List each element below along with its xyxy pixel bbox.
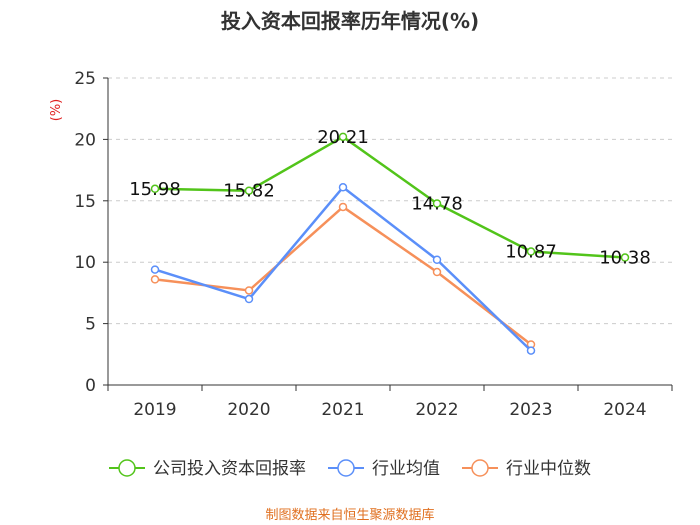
legend-label: 行业中位数 xyxy=(506,459,591,479)
series-line xyxy=(154,186,532,352)
y-tick-label: 5 xyxy=(85,315,96,335)
legend-label: 行业均值 xyxy=(372,459,440,479)
data-point xyxy=(244,294,254,304)
legend-label: 公司投入资本回报率 xyxy=(153,459,306,479)
y-tick-label: 0 xyxy=(85,376,96,396)
series-layer: 15.98 15.82 20.21 14.78 10.87 10.38 xyxy=(129,127,651,355)
legend-swatch-marker xyxy=(118,459,136,477)
data-point xyxy=(526,346,536,355)
y-tick-label: 15 xyxy=(74,192,96,212)
series-1 xyxy=(150,183,536,355)
axes: 0 5 10 15 20 25 2019 2020 2021 2022 2023 2024 xyxy=(74,69,673,420)
data-point xyxy=(526,247,536,256)
data-point xyxy=(244,286,254,295)
grid xyxy=(108,77,672,325)
series-2 xyxy=(150,202,536,349)
x-tick-label: 2024 xyxy=(603,400,646,420)
x-tick-label: 2022 xyxy=(415,400,458,420)
y-tick-label: 25 xyxy=(74,69,96,89)
x-tick-label: 2021 xyxy=(321,400,364,420)
data-point xyxy=(338,132,348,142)
x-tick-label: 2023 xyxy=(509,400,552,420)
data-label: 14.78 xyxy=(411,194,463,215)
legend-item: 行业中位数 xyxy=(462,459,591,479)
legend-swatch-marker xyxy=(337,459,355,477)
data-label: 10.87 xyxy=(505,242,557,263)
data-label: 20.21 xyxy=(317,127,369,148)
source-note: 制图数据来自恒生聚源数据库 xyxy=(265,507,434,523)
data-label: 10.38 xyxy=(599,248,651,269)
data-point xyxy=(432,267,442,277)
x-tick-label: 2020 xyxy=(227,400,270,420)
data-label: 15.82 xyxy=(223,181,275,202)
data-point xyxy=(338,183,348,192)
legend-swatch-marker xyxy=(471,459,489,477)
data-point xyxy=(432,255,442,264)
legend: 公司投入资本回报率 行业均值 行业中位数 xyxy=(109,459,591,479)
data-label: 15.98 xyxy=(129,179,181,200)
y-tick-label: 10 xyxy=(74,253,96,273)
data-point xyxy=(432,199,442,208)
data-point xyxy=(244,186,254,195)
chart-title: 投入资本回报率历年情况(%) xyxy=(221,9,479,33)
y-tick-label: 20 xyxy=(74,130,96,150)
series-0: 15.98 15.82 20.21 14.78 10.87 10.38 xyxy=(129,127,651,269)
data-point xyxy=(338,202,348,212)
data-point xyxy=(620,253,630,262)
data-point xyxy=(150,265,160,274)
legend-item: 行业均值 xyxy=(328,459,440,479)
x-tick-label: 2019 xyxy=(133,400,176,420)
y-axis-label: (%) xyxy=(49,99,64,122)
data-point xyxy=(150,184,160,194)
data-point xyxy=(150,275,160,284)
legend-item: 公司投入资本回报率 xyxy=(109,459,306,479)
series-line xyxy=(154,135,626,259)
